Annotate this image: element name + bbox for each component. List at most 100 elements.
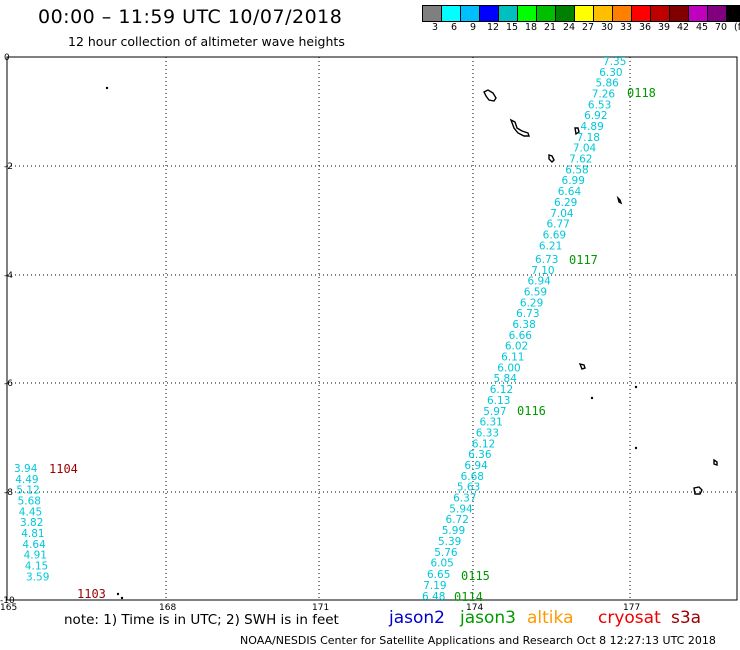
scale-swatch <box>632 6 651 21</box>
wave-height-value: 5.84 <box>494 373 518 385</box>
scale-swatch <box>423 6 442 21</box>
map-title: 00:00 – 11:59 UTC 10/07/2018 <box>38 6 343 28</box>
wave-height-color-scale <box>422 5 740 22</box>
wave-height-value: 4.91 <box>24 550 47 562</box>
island-dot <box>120 596 124 600</box>
track-id-label: 0115 <box>461 569 490 583</box>
island-outline <box>578 362 586 370</box>
scale-label: 36 <box>639 22 652 33</box>
wave-height-value: 7.19 <box>423 580 446 592</box>
wave-height-value: 6.31 <box>479 417 502 429</box>
wave-height-value: 4.45 <box>19 506 42 518</box>
scale-swatch <box>670 6 689 21</box>
track-id-label: 0114 <box>454 590 483 604</box>
island-outline <box>483 89 497 102</box>
wave-height-value: 6.77 <box>546 219 569 231</box>
island-outline <box>616 195 623 205</box>
longitude-tick-label: 177 <box>623 603 640 613</box>
wave-height-value: 6.12 <box>490 384 513 396</box>
wave-height-value: 6.73 <box>516 308 539 320</box>
island-dot <box>105 86 109 90</box>
scale-swatch <box>461 6 480 21</box>
scale-swatch <box>727 6 740 21</box>
latitude-tick-label: -10 <box>0 596 15 606</box>
wave-height-value: 6.94 <box>527 276 551 288</box>
wave-height-value: 7.35 <box>603 56 626 68</box>
wave-height-value: 6.30 <box>599 67 622 79</box>
wave-height-value: 6.05 <box>430 558 453 570</box>
island-outline <box>713 458 718 466</box>
wave-height-value: 6.11 <box>501 352 524 364</box>
scale-swatch <box>651 6 670 21</box>
scale-label: 3 <box>432 22 439 33</box>
wave-height-value: 6.29 <box>554 197 577 209</box>
wave-height-value: 6.00 <box>497 362 520 374</box>
wave-height-value: 6.58 <box>565 164 588 176</box>
island-dot <box>634 446 638 450</box>
scale-label: (ft) <box>734 22 740 33</box>
latitude-tick-label: -6 <box>4 379 13 389</box>
wave-height-value: 6.73 <box>535 254 558 266</box>
wave-height-value: 6.65 <box>427 569 450 581</box>
wave-height-value: 7.10 <box>531 265 554 277</box>
wave-height-value: 5.12 <box>16 485 39 497</box>
scale-label: 18 <box>525 22 538 33</box>
scale-label: 15 <box>506 22 519 33</box>
wave-height-value: 4.49 <box>15 474 38 486</box>
wave-height-value: 7.18 <box>577 132 600 144</box>
scale-swatch <box>613 6 632 21</box>
island-outline <box>509 118 530 137</box>
wave-height-value: 6.48 <box>422 591 445 603</box>
scale-label: 45 <box>696 22 709 33</box>
wave-height-value: 6.37 <box>453 493 476 505</box>
satellite-legend-item: jason2 <box>389 608 445 628</box>
wave-height-value: 6.99 <box>562 175 585 187</box>
scale-label: 9 <box>470 22 477 33</box>
wave-height-value: 4.89 <box>580 121 603 133</box>
wave-height-value: 3.59 <box>26 571 49 583</box>
map-subtitle: 12 hour collection of altimeter wave hei… <box>68 34 345 49</box>
scale-label: 42 <box>677 22 690 33</box>
island-outline <box>693 486 703 495</box>
scale-label: 70 <box>715 22 728 33</box>
wave-height-value: 6.12 <box>472 438 495 450</box>
satellite-legend-item: jason3 <box>460 608 516 628</box>
wave-height-value: 6.69 <box>543 229 566 241</box>
map-frame <box>6 56 738 601</box>
track-id-label: 0117 <box>569 253 598 267</box>
scale-swatch <box>575 6 594 21</box>
wave-height-value: 6.94 <box>464 460 488 472</box>
scale-label: 12 <box>487 22 500 33</box>
scale-label: 6 <box>451 22 458 33</box>
longitude-tick-label: 174 <box>466 603 483 613</box>
wave-height-value: 6.29 <box>520 297 543 309</box>
wave-height-value: 7.62 <box>569 154 592 166</box>
wave-height-value: 7.04 <box>573 143 597 155</box>
wave-height-value: 6.36 <box>468 449 492 461</box>
satellite-legend-item: cryosat <box>598 608 661 628</box>
wave-height-value: 5.76 <box>434 547 458 559</box>
track-id-label: 0116 <box>517 404 546 418</box>
wave-height-value: 5.68 <box>18 496 41 508</box>
wave-height-value: 6.66 <box>509 330 533 342</box>
wave-height-value: 6.64 <box>558 186 582 198</box>
longitude-tick-label: 165 <box>0 603 17 613</box>
wave-height-value: 5.99 <box>442 525 465 537</box>
wave-height-value: 6.59 <box>524 287 547 299</box>
island-dot <box>634 385 638 389</box>
track-id-label: 1103 <box>77 587 106 601</box>
wave-height-value: 4.64 <box>22 539 46 551</box>
wave-height-value: 6.21 <box>539 240 562 252</box>
longitude-tick-label: 171 <box>312 603 329 613</box>
latitude-tick-label: -4 <box>4 271 13 281</box>
footer-note: note: 1) Time is in UTC; 2) SWH is in fe… <box>64 612 339 628</box>
scale-swatch <box>518 6 537 21</box>
scale-swatch <box>689 6 708 21</box>
wave-height-value: 6.13 <box>487 395 510 407</box>
scale-label: 30 <box>601 22 614 33</box>
wave-height-value: 6.02 <box>505 341 528 353</box>
island-dot <box>590 396 594 400</box>
track-id-label: 0118 <box>627 86 656 100</box>
wave-height-value: 5.94 <box>449 503 473 515</box>
